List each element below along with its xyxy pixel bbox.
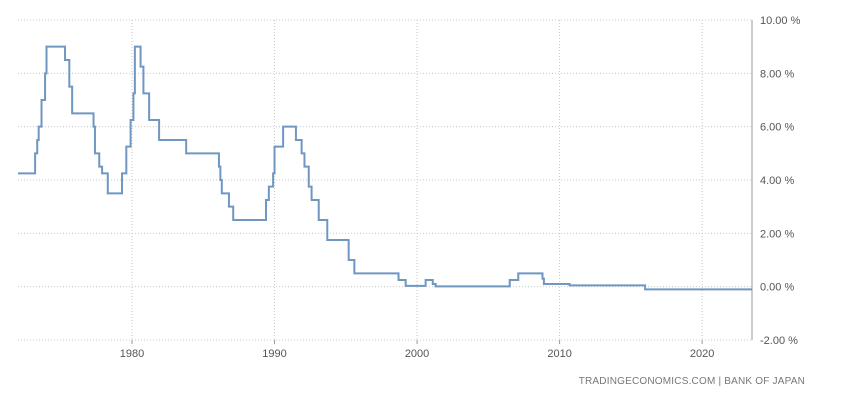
- x-tick-label: 2000: [405, 348, 429, 360]
- x-tick-label: 1980: [120, 348, 144, 360]
- y-tick-label: 2.00 %: [760, 228, 794, 240]
- rate-series-line: [18, 45, 752, 291]
- x-tick-label: 1990: [262, 348, 286, 360]
- y-tick-label: 4.00 %: [760, 175, 794, 187]
- y-tick-label: 6.00 %: [760, 122, 794, 134]
- y-tick-label: 8.00 %: [760, 68, 794, 80]
- y-tick-label: 10.00 %: [760, 15, 801, 27]
- y-tick-label: 0.00 %: [760, 282, 794, 294]
- x-tick-label: 2020: [690, 348, 714, 360]
- y-tick-label: -2.00 %: [760, 335, 798, 347]
- x-tick-label: 2010: [547, 348, 571, 360]
- source-attribution[interactable]: TRADINGECONOMICS.COM | BANK OF JAPAN: [578, 376, 805, 387]
